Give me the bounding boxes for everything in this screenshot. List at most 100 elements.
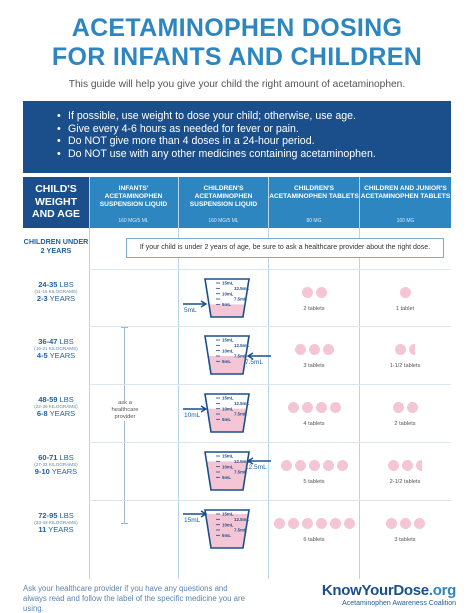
cup-mark-label: 10mL xyxy=(222,522,234,527)
cup-mark-label: 5mL xyxy=(222,417,231,422)
weight-lbs: 72-95 LBS xyxy=(23,511,89,520)
tablet-icon xyxy=(388,460,399,471)
ask-provider-note: ask a healthcare provider xyxy=(105,400,145,421)
tablets-160mg xyxy=(392,402,418,413)
tablets-80mg xyxy=(273,518,355,529)
weight-lbs-unit: LBS xyxy=(57,395,74,404)
cup-mark-label: 10mL xyxy=(222,406,234,411)
weight-lbs-value: 48-59 xyxy=(38,395,58,404)
row-divider xyxy=(89,269,451,270)
tablet-icon xyxy=(385,518,397,529)
weight-lbs-unit: LBS xyxy=(57,453,74,462)
tablets-80mg xyxy=(294,344,334,355)
tablets-80mg-count: 2 tablets xyxy=(303,306,325,312)
tablets-160mg-count: 3 tablets xyxy=(394,537,416,543)
header-infants-liquid: INFANTS' ACETAMINOPHEN SUSPENSION LIQUID… xyxy=(89,177,178,228)
cup-outline xyxy=(204,278,250,318)
age-years: 11 YEARS xyxy=(23,525,89,534)
cup-mark-label: 10mL xyxy=(222,464,234,469)
row-divider xyxy=(89,500,451,501)
weight-kg: (22-26 KILOGRAMS) xyxy=(34,404,78,409)
cup-liquid-fill xyxy=(206,461,248,490)
tablet-icon xyxy=(402,460,413,471)
row-label-under-2: CHILDREN UNDER 2 YEARS xyxy=(23,237,89,255)
ask-provider-bracket-bottom xyxy=(121,523,128,524)
header-childrens-tablets: CHILDREN'S ACETAMINOPHEN TABLETS 80 MG xyxy=(269,177,359,228)
tablet-icon xyxy=(322,460,334,471)
cup-outline xyxy=(204,393,250,433)
cup-mark-label: 5mL xyxy=(222,359,231,364)
age-years-value: 9-10 xyxy=(34,467,50,476)
dose-amount-label: 15mL xyxy=(184,517,201,524)
tablets-80mg-count: 4 tablets xyxy=(303,421,325,427)
weight-lbs-value: 72-95 xyxy=(38,511,58,520)
tablet-icon xyxy=(308,344,320,355)
arrow-left-icon xyxy=(246,352,271,360)
row-divider xyxy=(89,326,451,327)
dose-amount-label: 10mL xyxy=(184,411,201,419)
age-years: 6-8 YEARS xyxy=(23,409,89,418)
weight-lbs: 24-35 LBS xyxy=(23,280,89,289)
header-weight-age: CHILD'S WEIGHT AND AGE xyxy=(23,177,89,228)
tablet-icon xyxy=(280,460,292,471)
cup-mark-label: 5mL xyxy=(222,302,231,307)
logo-wordmark: KnowYourDose xyxy=(321,582,429,599)
tablet-icon xyxy=(301,287,313,298)
arrow-left-icon xyxy=(246,457,271,465)
cup-mark-label: 5mL xyxy=(222,533,231,538)
tablet-icon xyxy=(329,402,341,413)
instruction-item: Do NOT use with any other medicines cont… xyxy=(57,148,451,161)
row-label: 72-95 LBS (33-43 KILOGRAMS) 11 YEARS xyxy=(23,511,89,534)
weight-kg: (11-15 KILOGRAMS) xyxy=(34,289,78,294)
instruction-item: If possible, use weight to dose your chi… xyxy=(57,110,451,123)
weight-lbs-unit: LBS xyxy=(57,511,74,520)
ask-provider-bracket-top xyxy=(121,327,128,328)
cup-outline xyxy=(204,335,250,375)
instruction-item: Give every 4-6 hours as needed for fever… xyxy=(57,123,451,136)
footer-note: Ask your healthcare provider if you have… xyxy=(23,584,245,613)
cup-mark-label: 7.5mL xyxy=(234,470,247,475)
tablets-80mg xyxy=(280,460,348,471)
cup-mark-label: 12.5mL xyxy=(234,517,249,522)
tablets-80mg-count: 3 tablets xyxy=(303,363,325,369)
tablet-icon xyxy=(343,518,355,529)
tablet-icon xyxy=(392,402,404,413)
weight-lbs-unit: LBS xyxy=(57,337,74,346)
tablets-160mg-count: 2-1/2 tablets xyxy=(389,479,421,485)
tablet-icon xyxy=(399,287,411,298)
weight-lbs: 48-59 LBS xyxy=(23,395,89,404)
weight-lbs: 36-47 LBS xyxy=(23,337,89,346)
tablet-icon xyxy=(287,402,299,413)
cup-liquid-fill xyxy=(205,514,249,548)
cup-mark-label: 12.5mL xyxy=(234,459,249,464)
age-years-unit: YEARS xyxy=(47,294,76,303)
knowyourdose-logo: KnowYourDose.org Acetaminophen Awareness… xyxy=(296,582,456,607)
tablets-160mg xyxy=(385,518,425,529)
tablet-icon xyxy=(413,518,425,529)
arrow-right-icon xyxy=(183,405,208,413)
tablet-icon xyxy=(294,344,306,355)
tablets-160mg xyxy=(399,287,411,298)
header-junior-tablets: CHILDREN AND JUNIOR'S ACETAMINOPHEN TABL… xyxy=(360,177,451,228)
column-divider xyxy=(268,177,269,579)
weight-lbs-value: 60-71 xyxy=(38,453,58,462)
cup-mark-label: 12.5mL xyxy=(234,401,249,406)
row-divider xyxy=(89,384,451,385)
tablets-160mg-count: 1 tablet xyxy=(395,306,415,312)
age-years-unit: YEARS xyxy=(49,467,78,476)
cup-mark-label: 5mL xyxy=(222,475,231,480)
tablet-icon xyxy=(322,344,334,355)
tablets-80mg-count: 5 tablets xyxy=(303,479,325,485)
cup-mark-label: 7.5mL xyxy=(234,354,247,359)
age-years: 2-3 YEARS xyxy=(23,294,89,303)
tablet-icon xyxy=(273,518,285,529)
cup-mark-label: 7.5mL xyxy=(234,412,247,417)
cup-mark-label: 10mL xyxy=(222,291,234,296)
tablets-160mg xyxy=(395,344,415,355)
arrow-right-icon xyxy=(183,300,208,308)
title-line-1: ACETAMINOPHEN DOSING xyxy=(71,14,403,42)
tablet-icon xyxy=(329,518,341,529)
tablet-icon xyxy=(287,518,299,529)
